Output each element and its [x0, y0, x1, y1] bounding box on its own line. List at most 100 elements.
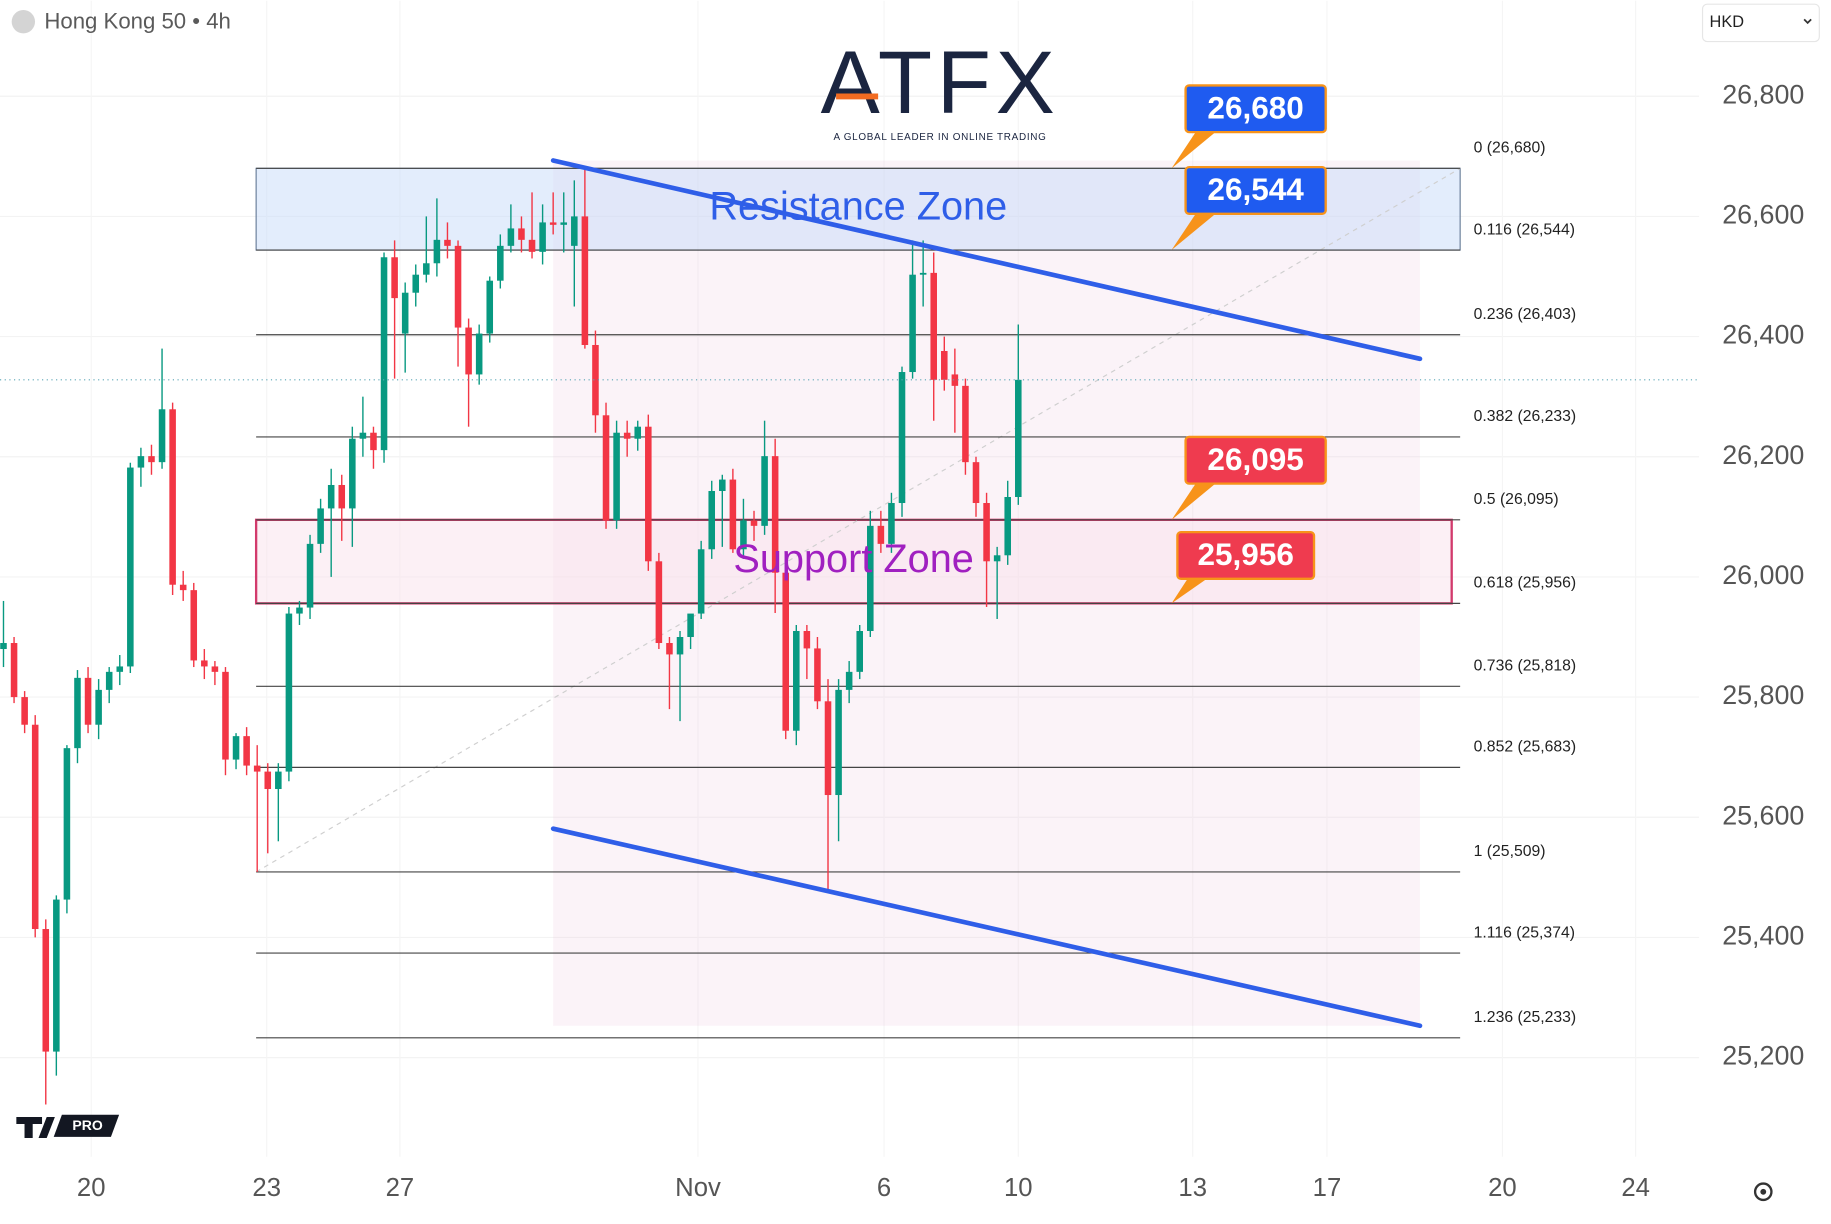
- candle-body: [264, 771, 272, 790]
- callout-box: [1184, 435, 1327, 485]
- fib-label: 0.382 (26,233): [1474, 408, 1576, 425]
- x-tick-label: 17: [1313, 1174, 1342, 1202]
- fib-label: 0.618 (25,956): [1474, 575, 1576, 592]
- x-tick-label: 23: [252, 1174, 281, 1202]
- candle-body: [687, 613, 694, 638]
- candle-body: [243, 736, 250, 766]
- candle-body: [719, 479, 726, 491]
- candle-body: [761, 456, 768, 526]
- candle-body: [53, 899, 60, 1052]
- candle-body: [84, 677, 92, 725]
- y-tick-label: 26,000: [1722, 560, 1804, 590]
- x-tick-label: 10: [1004, 1174, 1033, 1202]
- x-tick-label: 20: [77, 1174, 106, 1202]
- fib-label: 0 (26,680): [1474, 140, 1546, 157]
- logo-tagline: A GLOBAL LEADER IN ONLINE TRADING: [833, 132, 1046, 143]
- candle-body: [158, 409, 166, 463]
- candle-body: [613, 432, 620, 521]
- candle-body: [623, 432, 631, 439]
- candle-body: [782, 572, 790, 731]
- pro-label: PRO: [72, 1117, 102, 1133]
- candle-body: [856, 630, 864, 672]
- currency-select[interactable]: [1701, 3, 1820, 43]
- channel-line: [550, 158, 1423, 362]
- candle-body: [211, 666, 219, 672]
- candle-body: [179, 584, 187, 591]
- callout-box: [1176, 530, 1316, 581]
- candle-body: [581, 216, 589, 345]
- candle-body: [1004, 497, 1011, 556]
- settings-icon[interactable]: [1753, 1182, 1773, 1202]
- candle-body: [909, 274, 916, 373]
- candle-body: [888, 503, 895, 544]
- candle-body: [105, 671, 113, 690]
- candle-body: [793, 630, 800, 731]
- candle-body: [539, 222, 546, 252]
- candle-body: [898, 372, 906, 504]
- fib-label: 0.116 (26,544): [1474, 221, 1575, 238]
- candle-body: [275, 771, 282, 790]
- candle-body: [465, 327, 472, 375]
- fib-label: 0.852 (25,683): [1474, 739, 1576, 756]
- candle-body: [602, 415, 610, 521]
- x-tick-label: 20: [1488, 1174, 1517, 1202]
- candle-body: [444, 239, 451, 246]
- fib-diagonal: [255, 167, 1461, 873]
- x-tick-label: 27: [386, 1174, 415, 1202]
- candle-body: [370, 432, 377, 451]
- y-tick-label: 25,400: [1722, 921, 1804, 951]
- fibonacci: 0 (26,680) 0.116 (26,544) 0.236 (26,403) 0.…: [255, 140, 1576, 1039]
- candle-body: [391, 257, 398, 299]
- y-tick-label: 25,200: [1722, 1041, 1804, 1071]
- callout-label: 26,680: [1207, 89, 1303, 125]
- candle-body: [951, 374, 959, 386]
- candle-body: [338, 484, 346, 509]
- candle-body: [697, 549, 705, 614]
- candle-body: [296, 607, 303, 614]
- candle-body: [750, 520, 758, 526]
- currency-label: HKD: [1710, 13, 1745, 31]
- symbol-title: Hong Kong 50 • 4h: [44, 9, 231, 34]
- candle-body: [740, 520, 747, 550]
- candle-body: [327, 484, 335, 509]
- candle-body: [148, 456, 155, 463]
- zone-label: Support Zone: [733, 537, 974, 581]
- candle-body: [867, 525, 874, 631]
- candle-body: [824, 701, 832, 796]
- candle-body: [592, 344, 599, 416]
- candle-body: [528, 239, 536, 252]
- fib-label: 1.116 (25,374): [1474, 924, 1575, 941]
- x-tick-label: 6: [877, 1174, 891, 1202]
- candle-body: [42, 929, 50, 1052]
- candle-body: [95, 689, 102, 725]
- candle-body: [845, 671, 853, 690]
- fib-label: 0.5 (26,095): [1474, 491, 1559, 508]
- candle-body: [941, 350, 948, 380]
- candle-body: [74, 677, 81, 749]
- candle-body: [285, 613, 293, 772]
- candle-body: [0, 643, 7, 650]
- candle-body: [401, 292, 409, 334]
- candle-body: [549, 222, 557, 225]
- candle-body: [127, 467, 134, 667]
- candle-body: [349, 438, 356, 509]
- candle-body: [919, 272, 927, 275]
- candle-body: [232, 736, 240, 760]
- candle-body: [634, 426, 642, 439]
- fib-label: 1.236 (25,233): [1474, 1009, 1576, 1026]
- channel-line: [550, 826, 1423, 1029]
- candle-body: [655, 561, 663, 644]
- logo-brand: ATFX: [821, 33, 1060, 132]
- candle-body: [475, 333, 483, 375]
- candle-body: [518, 228, 525, 240]
- candle-body: [137, 456, 145, 468]
- candle-body: [412, 274, 420, 293]
- callout-box: [1184, 84, 1327, 134]
- callout-label: 25,956: [1198, 536, 1294, 572]
- y-tick-label: 26,800: [1722, 79, 1804, 109]
- axes: 25,200 25,400 25,600 25,800 26,000 26,200 26,4…: [77, 79, 1804, 1202]
- candle-body: [359, 432, 367, 439]
